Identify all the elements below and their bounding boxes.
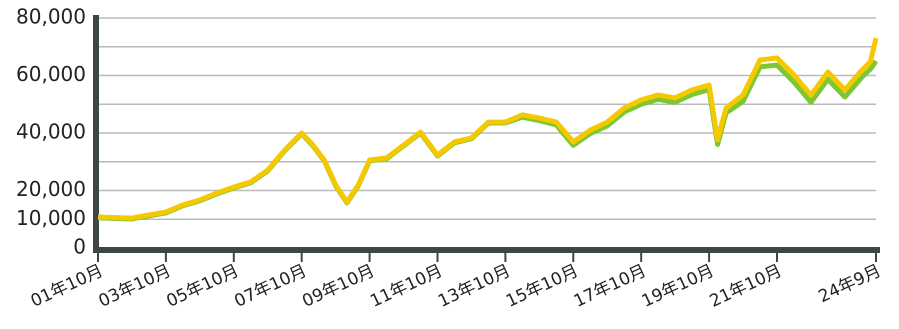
x-tick-label: 17年10月 [571, 261, 649, 312]
x-tick-label: 03年10月 [96, 261, 174, 312]
x-tick-label: 05年10月 [164, 261, 242, 312]
y-tick-label: 20,000 [16, 177, 86, 201]
x-tick-label: 11年10月 [367, 261, 445, 312]
y-tick-label: 40,000 [16, 120, 86, 144]
y-tick-label: 0 [73, 235, 86, 259]
x-tick-label: 21年10月 [707, 261, 785, 312]
x-tick-label: 15年10月 [503, 261, 581, 312]
x-tick-label: 07年10月 [231, 261, 309, 312]
x-tick-label: 19年10月 [639, 261, 717, 312]
x-tick-label: 09年10月 [299, 261, 377, 312]
x-tick-label: 24年9月 [816, 261, 885, 307]
x-tick-label: 13年10月 [435, 261, 513, 312]
y-tick-label: 10,000 [16, 206, 86, 230]
y-tick-label: 60,000 [16, 62, 86, 86]
series-line [97, 37, 879, 221]
y-tick-label: 80,000 [16, 5, 86, 29]
x-tick-label: 01年10月 [28, 261, 106, 312]
